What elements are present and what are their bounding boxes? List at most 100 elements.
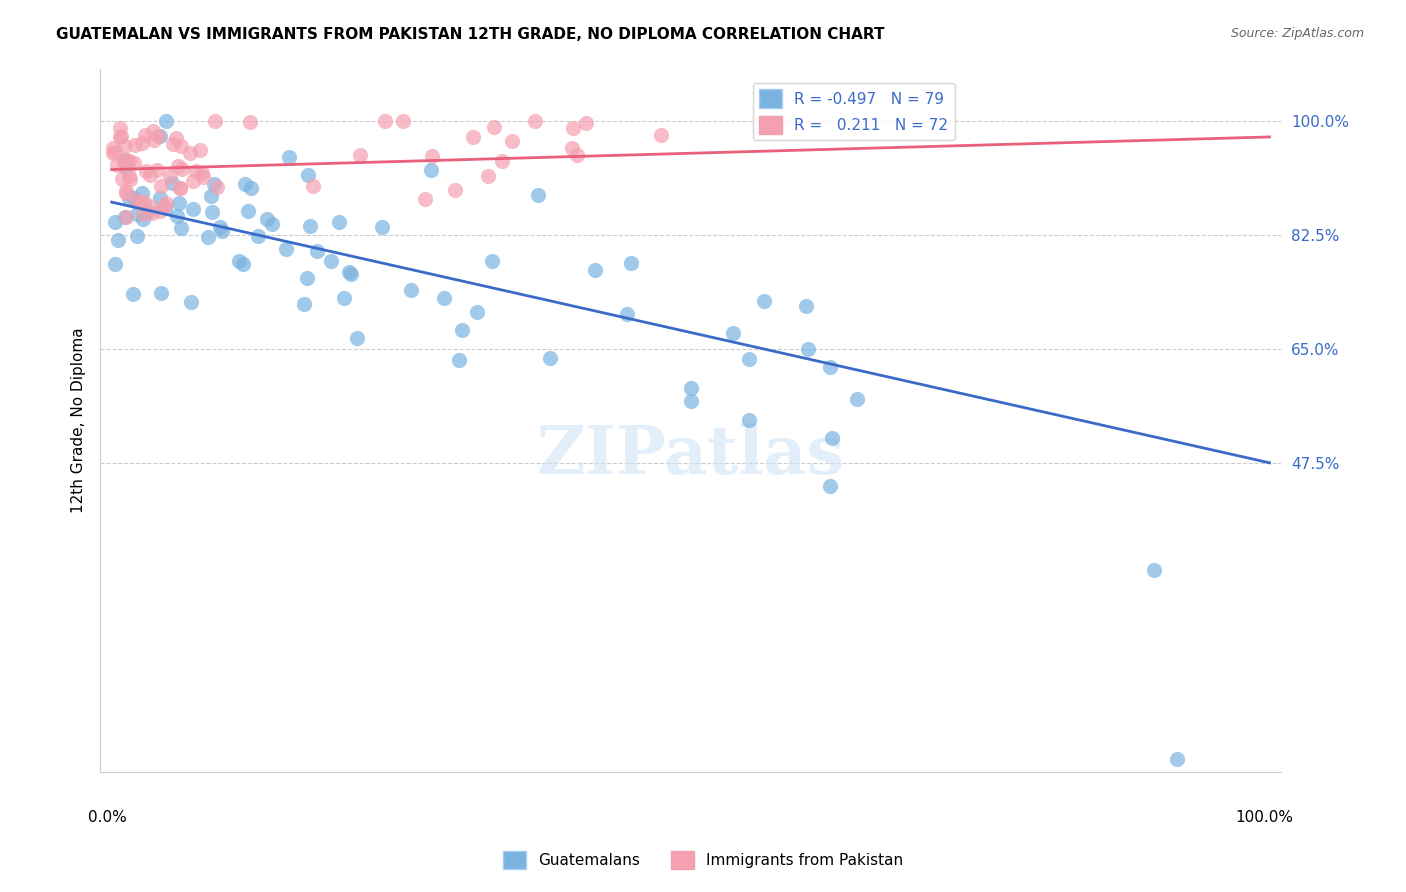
Text: Source: ZipAtlas.com: Source: ZipAtlas.com: [1230, 27, 1364, 40]
Point: [110, 128, 132, 143]
Point: [209, 220, 232, 235]
Point: [204, 113, 226, 128]
Point: [846, 392, 869, 407]
Point: [104, 215, 127, 229]
Point: [124, 191, 146, 205]
Point: [108, 121, 131, 136]
Point: [153, 199, 176, 213]
Point: [561, 141, 583, 155]
Point: [107, 158, 129, 172]
Point: [477, 169, 499, 184]
Point: [328, 215, 350, 229]
Point: [191, 166, 214, 180]
Point: [111, 172, 134, 186]
Point: [104, 145, 127, 159]
Point: [262, 217, 284, 231]
Point: [207, 180, 229, 194]
Point: [340, 267, 363, 281]
Point: [149, 204, 172, 219]
Point: [256, 212, 278, 227]
Point: [103, 141, 125, 155]
Point: [447, 352, 470, 367]
Point: [162, 136, 184, 151]
Point: [127, 207, 149, 221]
Point: [202, 177, 225, 191]
Point: [484, 120, 506, 135]
Point: [122, 155, 145, 169]
Point: [228, 254, 250, 268]
Point: [165, 130, 187, 145]
Point: [118, 154, 141, 169]
Point: [443, 183, 465, 197]
Point: [339, 265, 361, 279]
Point: [201, 205, 224, 219]
Point: [170, 139, 193, 153]
Point: [292, 297, 315, 311]
Point: [141, 206, 163, 220]
Point: [153, 201, 176, 215]
Point: [172, 162, 194, 177]
Point: [737, 413, 759, 427]
Text: 0.0%: 0.0%: [89, 810, 127, 825]
Point: [583, 262, 606, 277]
Point: [169, 181, 191, 195]
Point: [107, 233, 129, 247]
Point: [146, 128, 169, 143]
Point: [155, 113, 177, 128]
Point: [737, 351, 759, 366]
Point: [108, 130, 131, 145]
Point: [150, 179, 173, 194]
Point: [575, 116, 598, 130]
Point: [139, 168, 162, 182]
Point: [129, 195, 152, 210]
Point: [433, 291, 456, 305]
Point: [305, 244, 328, 258]
Point: [131, 211, 153, 226]
Point: [155, 195, 177, 210]
Point: [797, 342, 820, 356]
Point: [349, 148, 371, 162]
Point: [420, 149, 443, 163]
Point: [1143, 563, 1166, 577]
Legend: R = -0.497   N = 79, R =   0.211   N = 72: R = -0.497 N = 79, R = 0.211 N = 72: [754, 83, 955, 140]
Point: [821, 431, 844, 445]
Point: [181, 174, 204, 188]
Point: [239, 115, 262, 129]
Point: [1166, 752, 1188, 766]
Point: [399, 283, 422, 297]
Point: [526, 188, 548, 202]
Point: [413, 192, 436, 206]
Point: [115, 153, 138, 167]
Point: [132, 194, 155, 209]
Point: [117, 191, 139, 205]
Point: [723, 326, 745, 340]
Point: [211, 224, 233, 238]
Point: [419, 162, 441, 177]
Point: [616, 307, 638, 321]
Point: [118, 169, 141, 183]
Point: [346, 331, 368, 345]
Point: [135, 163, 157, 178]
Point: [297, 168, 319, 182]
Point: [302, 178, 325, 193]
Point: [160, 176, 183, 190]
Point: [679, 381, 702, 395]
Point: [620, 256, 643, 270]
Point: [131, 186, 153, 200]
Point: [650, 128, 672, 142]
Point: [115, 186, 138, 201]
Point: [188, 144, 211, 158]
Point: [371, 219, 394, 234]
Point: [169, 180, 191, 194]
Point: [481, 253, 503, 268]
Legend: Guatemalans, Immigrants from Pakistan: Guatemalans, Immigrants from Pakistan: [496, 845, 910, 875]
Point: [238, 204, 260, 219]
Point: [451, 322, 474, 336]
Point: [120, 172, 142, 186]
Point: [149, 191, 172, 205]
Text: ZIPatlas: ZIPatlas: [537, 423, 845, 488]
Point: [679, 393, 702, 408]
Point: [179, 146, 201, 161]
Point: [391, 113, 413, 128]
Point: [374, 113, 396, 128]
